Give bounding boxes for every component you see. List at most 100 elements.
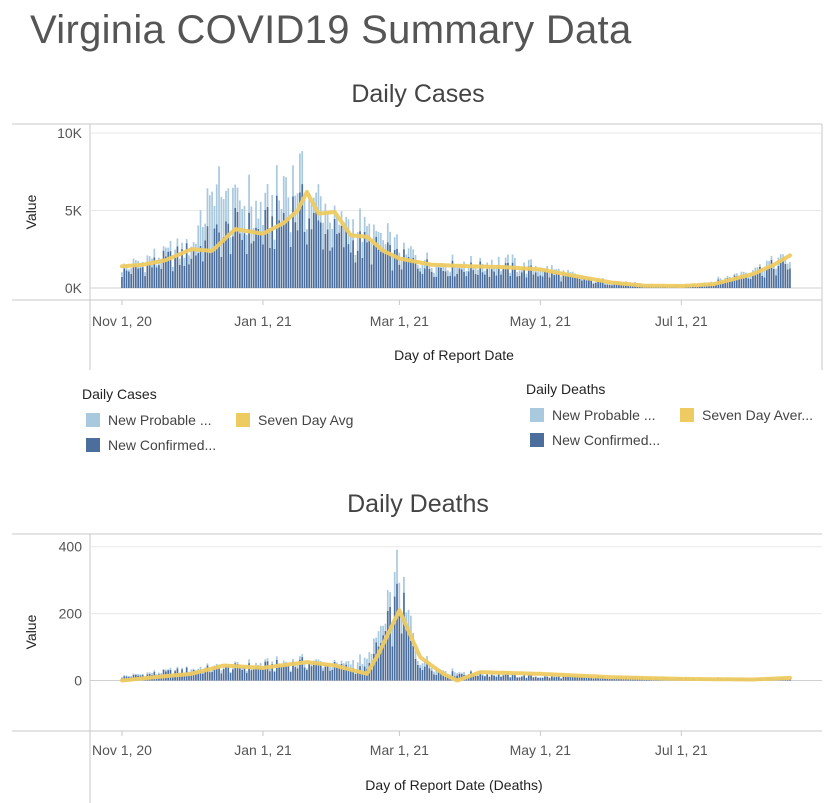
bar-confirmed bbox=[756, 271, 759, 288]
bar-probable bbox=[465, 270, 468, 277]
bar-confirmed bbox=[220, 673, 223, 681]
bar-confirmed bbox=[456, 273, 458, 288]
bar-probable bbox=[477, 269, 479, 275]
bar-probable bbox=[423, 660, 426, 667]
bar-confirmed bbox=[500, 676, 502, 681]
bar-confirmed bbox=[329, 250, 331, 288]
bar-probable bbox=[518, 270, 521, 276]
bar-confirmed bbox=[289, 246, 292, 288]
bar-confirmed bbox=[236, 211, 239, 288]
bar-probable bbox=[391, 255, 394, 271]
bar-confirmed bbox=[611, 285, 613, 288]
daily-deaths-chart[interactable]: 400 200 0 Nov 1, 20 Jan 1, 21 Mar 1, 21 May 1,… bbox=[0, 530, 840, 803]
bar-confirmed bbox=[419, 271, 421, 288]
bar-probable bbox=[324, 203, 327, 234]
bar-probable bbox=[775, 268, 777, 276]
bar-confirmed bbox=[278, 220, 280, 288]
bar-confirmed bbox=[333, 661, 336, 681]
bar-confirmed bbox=[386, 242, 389, 288]
bar-probable bbox=[481, 674, 484, 676]
bar-probable bbox=[264, 659, 267, 662]
bar-probable bbox=[245, 234, 248, 254]
bar-confirmed bbox=[379, 251, 382, 288]
bar-probable bbox=[366, 226, 368, 243]
bar-probable bbox=[236, 661, 239, 664]
bar-confirmed bbox=[500, 274, 502, 288]
bar-probable bbox=[412, 249, 415, 258]
bar-probable bbox=[236, 187, 239, 212]
bar-confirmed bbox=[195, 671, 197, 681]
bar-probable bbox=[509, 272, 512, 276]
bar-confirmed bbox=[296, 668, 299, 681]
bar-confirmed bbox=[319, 663, 322, 681]
bar-confirmed bbox=[729, 279, 731, 288]
bar-confirmed bbox=[583, 676, 586, 681]
bar-probable bbox=[248, 174, 250, 213]
bar-confirmed bbox=[204, 240, 207, 288]
bar-probable bbox=[278, 200, 280, 221]
bar-confirmed bbox=[373, 653, 375, 681]
bar-probable bbox=[456, 673, 458, 676]
bar-confirmed bbox=[752, 275, 754, 288]
legend-cases-confirmed[interactable]: New Confirmed... bbox=[86, 437, 216, 453]
bar-confirmed bbox=[421, 670, 424, 681]
bar-confirmed bbox=[507, 262, 509, 288]
legend-deaths-probable[interactable]: New Probable ... bbox=[530, 407, 656, 423]
bar-confirmed bbox=[222, 669, 225, 681]
bar-confirmed bbox=[294, 667, 297, 681]
bar-probable bbox=[229, 237, 232, 255]
bar-confirmed bbox=[211, 671, 213, 681]
bar-probable bbox=[296, 665, 299, 669]
legend-cases-avg[interactable]: Seven Day Avg bbox=[236, 412, 353, 428]
x-axis-title: Day of Report Date (Deaths) bbox=[365, 777, 542, 793]
legend-deaths-avg[interactable]: Seven Day Aver... bbox=[680, 407, 813, 423]
bar-confirmed bbox=[574, 676, 576, 681]
bar-confirmed bbox=[544, 676, 546, 681]
bar-confirmed bbox=[137, 268, 139, 288]
legend-deaths-confirmed[interactable]: New Confirmed... bbox=[530, 432, 660, 448]
bar-confirmed bbox=[504, 673, 507, 681]
bar-probable bbox=[560, 276, 562, 282]
bar-confirmed bbox=[581, 677, 583, 681]
bar-confirmed bbox=[520, 272, 523, 288]
bar-confirmed bbox=[299, 192, 301, 288]
bar-probable bbox=[292, 165, 294, 197]
bar-probable bbox=[245, 670, 248, 673]
bar-confirmed bbox=[183, 674, 186, 681]
bar-probable bbox=[368, 223, 371, 240]
bar-confirmed bbox=[562, 274, 565, 288]
bar-confirmed bbox=[352, 668, 354, 681]
bar-probable bbox=[451, 254, 454, 261]
y-axis-title: Value bbox=[23, 614, 39, 649]
bar-probable bbox=[379, 625, 382, 644]
bar-probable bbox=[537, 677, 539, 678]
bar-confirmed bbox=[199, 245, 202, 288]
bar-confirmed bbox=[749, 278, 752, 288]
bar-confirmed bbox=[292, 196, 294, 288]
bar-probable bbox=[719, 278, 722, 282]
bar-probable bbox=[525, 273, 528, 278]
bar-confirmed bbox=[608, 678, 611, 681]
bar-confirmed bbox=[162, 250, 165, 288]
bar-confirmed bbox=[377, 646, 380, 681]
bar-probable bbox=[331, 667, 334, 670]
bar-probable bbox=[400, 261, 403, 270]
bar-confirmed bbox=[377, 249, 380, 288]
bar-confirmed bbox=[544, 270, 546, 288]
y-tick-label: 0K bbox=[65, 280, 83, 296]
legend-cases-probable[interactable]: New Probable ... bbox=[86, 412, 212, 428]
bar-confirmed bbox=[271, 216, 274, 288]
daily-cases-chart[interactable]: 10K 5K 0K Nov 1, 20 Jan 1, 21 Mar 1, 21 May 1,… bbox=[0, 120, 840, 370]
bar-probable bbox=[289, 670, 292, 672]
bar-probable bbox=[162, 669, 165, 670]
bar-probable bbox=[373, 224, 375, 245]
bar-probable bbox=[319, 196, 322, 223]
bar-confirmed bbox=[488, 276, 491, 288]
bar-probable bbox=[426, 656, 428, 661]
bar-probable bbox=[483, 270, 486, 275]
bar-confirmed bbox=[747, 278, 750, 288]
bar-confirmed bbox=[571, 276, 574, 288]
bar-probable bbox=[527, 259, 530, 267]
bar-probable bbox=[146, 255, 149, 265]
bar-probable bbox=[416, 264, 419, 269]
